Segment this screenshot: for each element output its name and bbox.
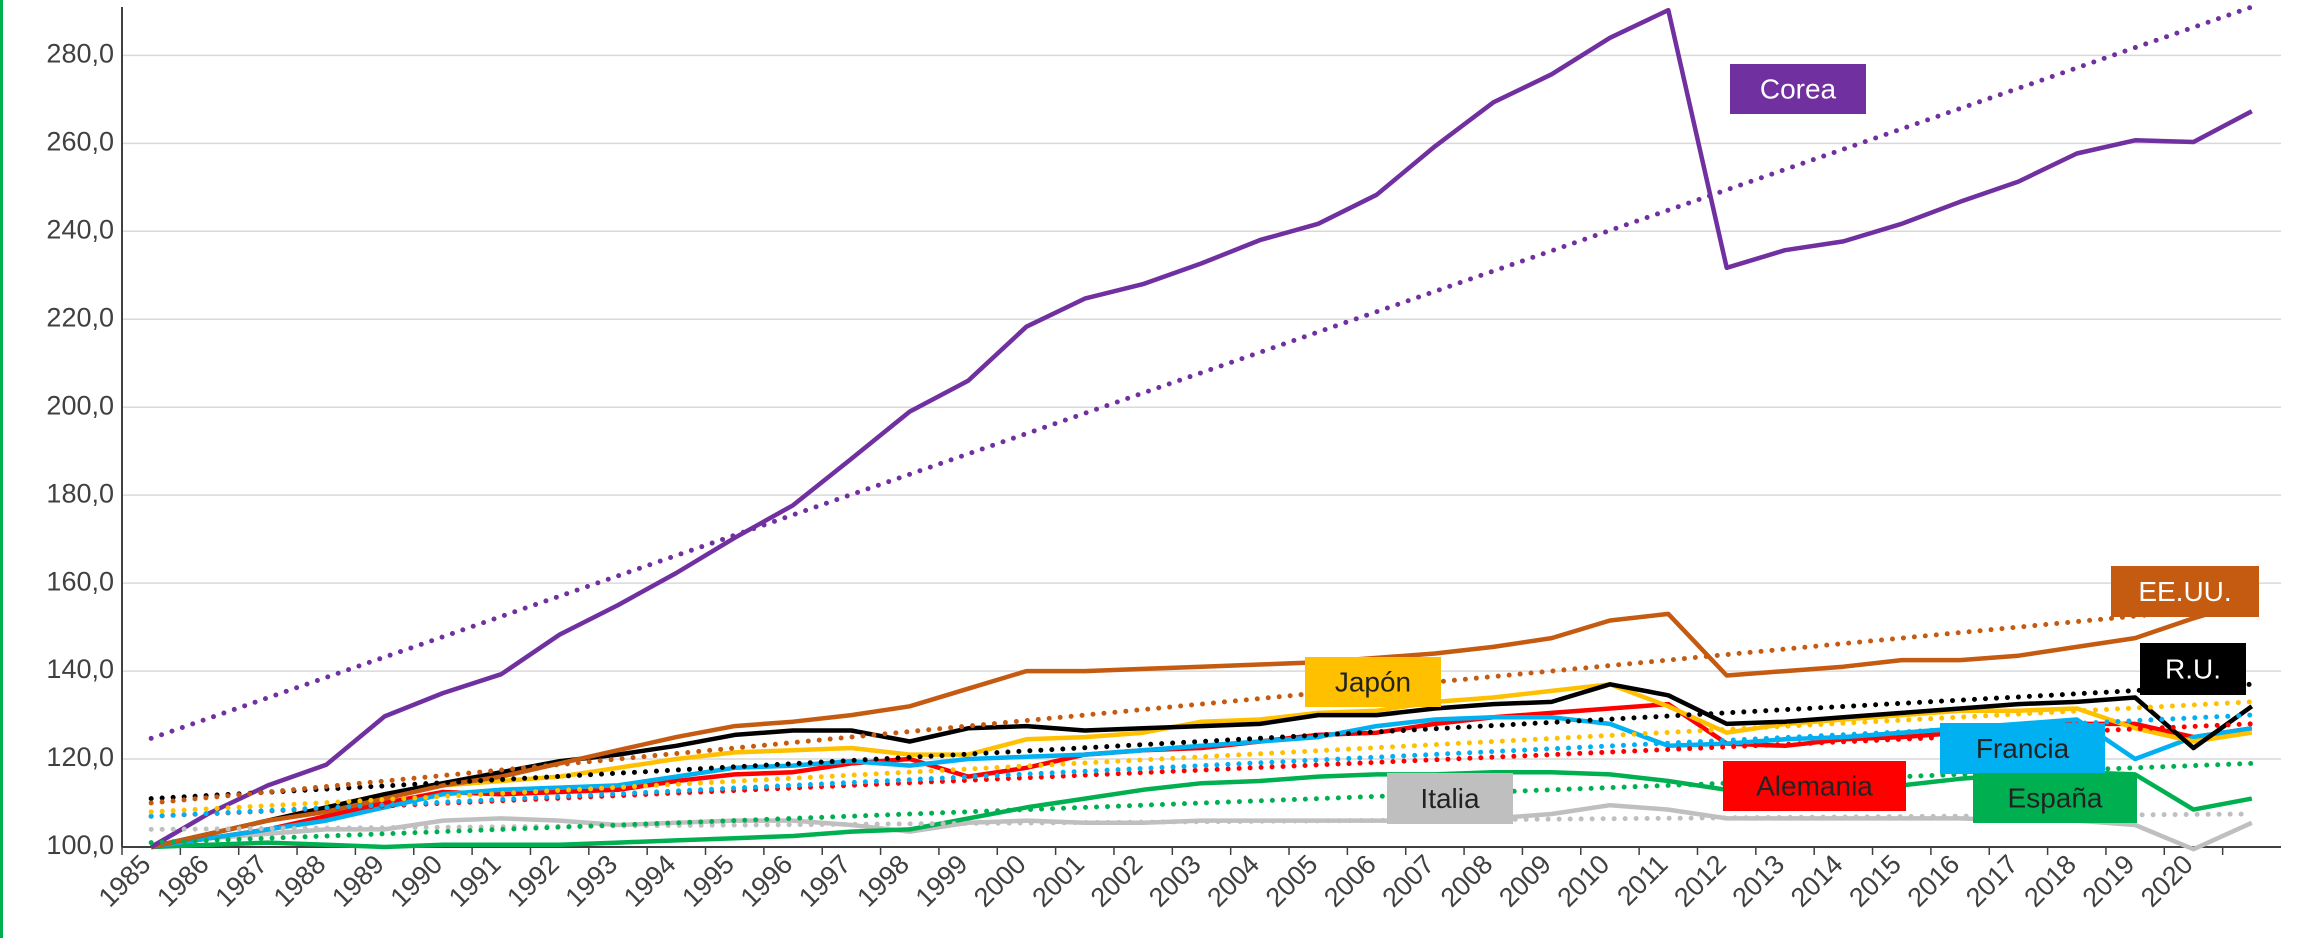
y-tick-label: 140,0 — [46, 654, 114, 684]
x-tick-label: 2002 — [1085, 849, 1149, 913]
legend-box — [1723, 761, 1906, 811]
legend-label: Italia — [1420, 783, 1480, 814]
x-tick-label: 1994 — [618, 849, 682, 913]
y-tick-label: 120,0 — [46, 742, 114, 772]
x-tick-label: 1990 — [385, 849, 449, 913]
trend-line — [148, 760, 2255, 846]
y-tick-label: 200,0 — [46, 390, 114, 420]
x-tick-label: 2007 — [1376, 849, 1440, 913]
series-line — [150, 715, 2253, 850]
legend-label: Alemania — [1756, 770, 1873, 801]
legend-label: EE.UU. — [2138, 576, 2231, 607]
x-tick-label: 2016 — [1902, 849, 1966, 913]
x-tick-label: 2014 — [1785, 849, 1849, 913]
y-tick-label: 160,0 — [46, 566, 114, 596]
x-tick-label: 2001 — [1026, 849, 1090, 913]
x-tick-label: 2013 — [1727, 849, 1791, 913]
x-tick-label: 1987 — [209, 849, 273, 913]
x-tick-label: 2012 — [1668, 849, 1732, 913]
x-tick-label: 1999 — [910, 849, 974, 913]
y-tick-label: 220,0 — [46, 302, 114, 332]
legend-box — [1387, 773, 1513, 824]
y-tick-label: 240,0 — [46, 214, 114, 244]
x-tick-label: 1997 — [793, 849, 857, 913]
x-tick-label: 2010 — [1552, 849, 1616, 913]
legend-box — [2140, 643, 2246, 695]
trend-line — [148, 699, 2255, 815]
series-line — [150, 598, 2253, 850]
legend-label: Japón — [1335, 666, 1411, 697]
legend-label: R.U. — [2165, 653, 2221, 684]
legend-box — [1973, 773, 2137, 823]
x-tick-label: 1989 — [326, 849, 390, 913]
y-tick-label: 280,0 — [46, 39, 114, 69]
x-tick-label: 1992 — [501, 849, 565, 913]
x-tick-label: 2009 — [1493, 849, 1557, 913]
x-tick-label: 2008 — [1435, 849, 1499, 913]
x-tick-label: 2018 — [2018, 849, 2082, 913]
x-tick-label: 2005 — [1260, 849, 1324, 913]
x-tick-label: 2017 — [1960, 849, 2024, 913]
legend-label: Corea — [1760, 73, 1837, 104]
legend-box — [1940, 723, 2105, 774]
x-tick-label: 1996 — [735, 849, 799, 913]
x-tick-label: 2020 — [2135, 849, 2199, 913]
trend-line — [148, 721, 2255, 819]
trend-line — [148, 811, 2255, 832]
trend-line — [148, 4, 2255, 741]
x-tick-label: 2015 — [1843, 849, 1907, 913]
legend-box — [1730, 64, 1866, 114]
legend-box — [1305, 657, 1441, 707]
x-tick-label: 1998 — [851, 849, 915, 913]
x-tick-label: 2000 — [968, 849, 1032, 913]
x-tick-label: 1988 — [268, 849, 332, 913]
x-tick-label: 1993 — [560, 849, 624, 913]
trend-line — [148, 602, 2255, 806]
x-tick-label: 1995 — [676, 849, 740, 913]
x-tick-label: 2004 — [1201, 849, 1265, 913]
x-tick-label: 2019 — [2077, 849, 2141, 913]
legend-label: España — [2008, 782, 2103, 813]
y-tick-label: 180,0 — [46, 478, 114, 508]
x-tick-label: 1991 — [443, 849, 507, 913]
x-tick-label: 2003 — [1143, 849, 1207, 913]
y-tick-label: 100,0 — [46, 830, 114, 860]
trend-line — [148, 712, 2255, 819]
trend-line — [148, 681, 2255, 802]
legend-label: Francia — [1976, 733, 2070, 764]
y-tick-label: 260,0 — [46, 126, 114, 156]
x-tick-label: 1986 — [151, 849, 215, 913]
legend-box — [2111, 566, 2259, 617]
x-tick-label: 2006 — [1318, 849, 1382, 913]
left-edge — [0, 0, 3, 938]
x-tick-label: 2011 — [1611, 849, 1673, 911]
series-line — [150, 7, 2253, 849]
